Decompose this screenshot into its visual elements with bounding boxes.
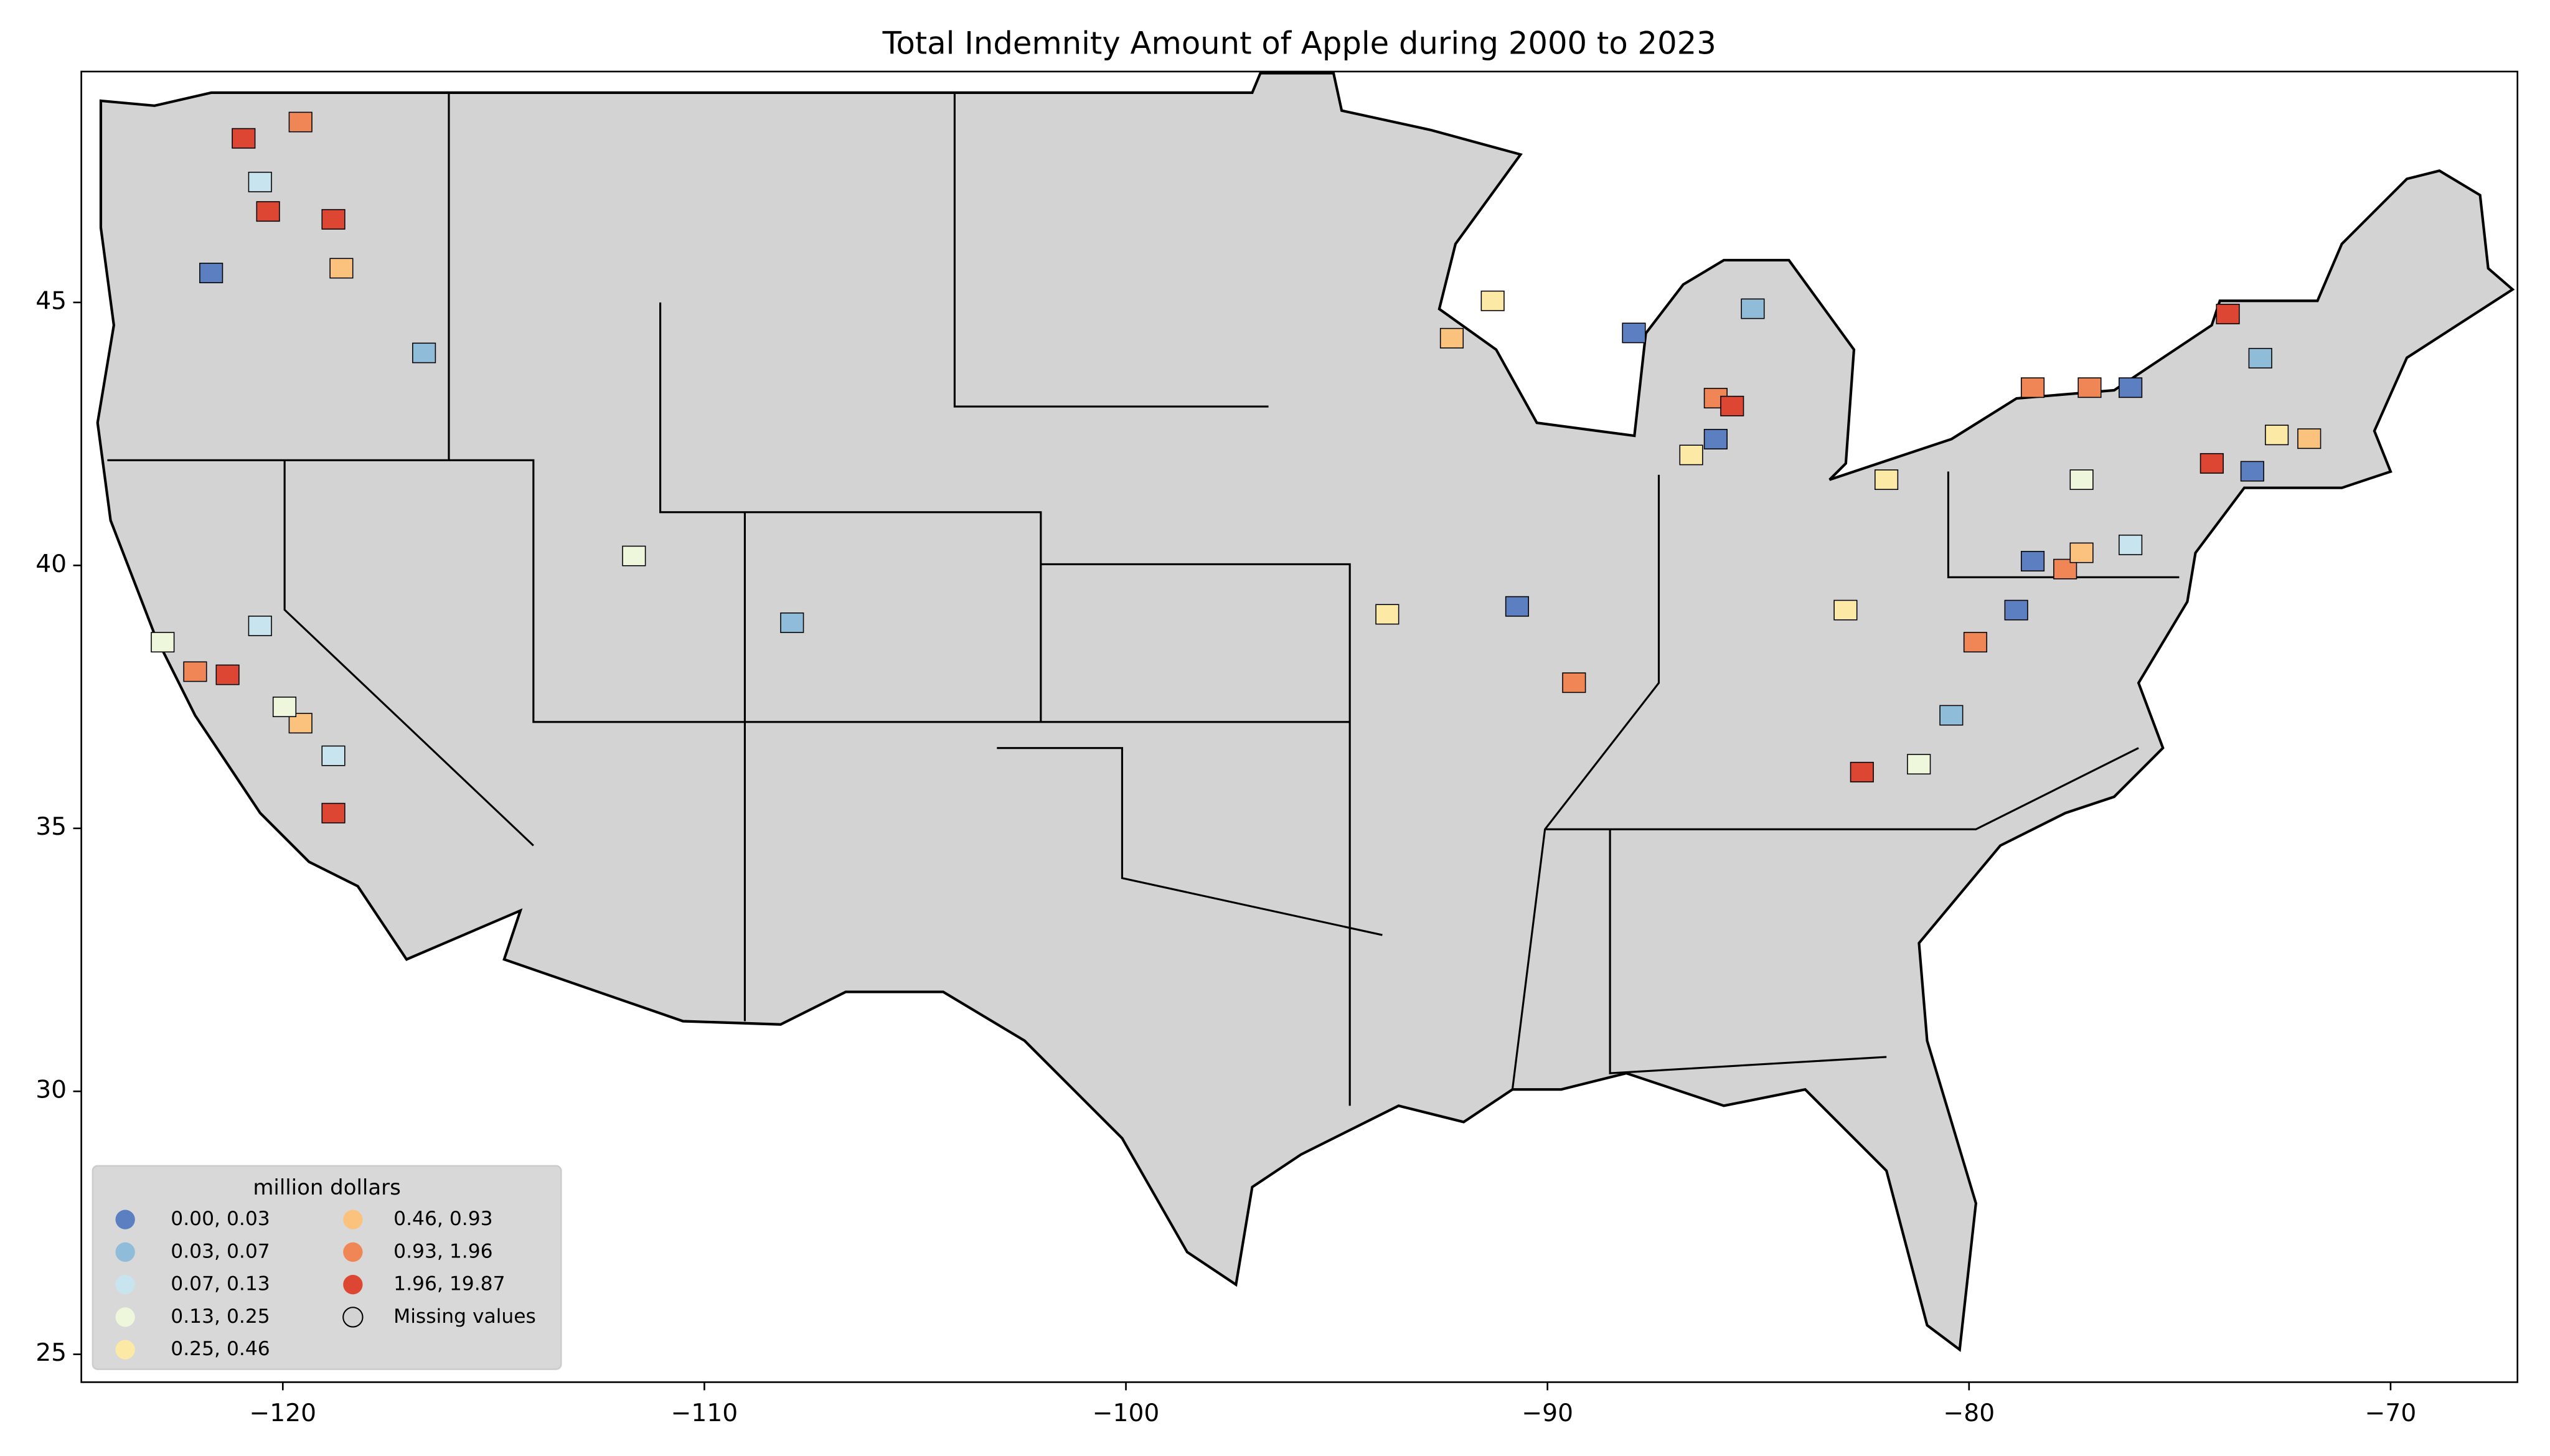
- legend-label: 1.96, 19.87: [393, 1273, 505, 1295]
- legend-label: 0.93, 1.96: [393, 1240, 492, 1262]
- x-tick-label: −110: [671, 1399, 738, 1427]
- x-tick-label: −80: [1943, 1399, 1995, 1427]
- axes: −120 −110 −100 −90 −80 −70 25 30 35 40 45: [35, 287, 2416, 1427]
- county: [1741, 298, 1765, 319]
- state-border: [1609, 829, 1887, 1074]
- county: [183, 661, 207, 682]
- county: [1833, 599, 1858, 621]
- county: [2199, 453, 2224, 474]
- legend: million dollars 0.00, 0.03 0.03, 0.07 0.07…: [92, 1165, 562, 1370]
- county: [1907, 754, 1931, 775]
- county: [1875, 469, 1899, 491]
- county: [1375, 604, 1400, 625]
- county: [1562, 672, 1586, 693]
- county: [199, 263, 223, 283]
- legend-label: 0.07, 0.13: [171, 1273, 270, 1295]
- county: [780, 612, 804, 633]
- y-tick-label: 25: [35, 1339, 67, 1367]
- county: [1480, 290, 1505, 311]
- legend-label: Missing values: [393, 1305, 536, 1328]
- state-borders: [107, 92, 2180, 1106]
- y-tick-label: 30: [35, 1076, 67, 1104]
- county: [2119, 377, 2143, 398]
- county: [2020, 377, 2045, 398]
- legend-label: 0.13, 0.25: [171, 1305, 270, 1328]
- county: [2004, 599, 2028, 621]
- county: [412, 342, 436, 364]
- legend-label: 0.00, 0.03: [171, 1208, 270, 1230]
- legend-label: 0.25, 0.46: [171, 1338, 270, 1360]
- county: [321, 745, 346, 766]
- county: [2077, 377, 2102, 398]
- county: [622, 545, 646, 566]
- legend-marker: [115, 1340, 135, 1360]
- county: [248, 171, 272, 192]
- map: [96, 72, 2515, 1353]
- legend-marker: [115, 1242, 135, 1262]
- state-border: [997, 747, 1383, 936]
- legend-marker: [343, 1209, 363, 1229]
- legend-label: 0.46, 0.93: [393, 1208, 492, 1230]
- legend-marker: [115, 1209, 135, 1229]
- county: [321, 802, 346, 824]
- legend-label: 0.03, 0.07: [171, 1240, 270, 1262]
- y-tick-label: 35: [35, 813, 67, 841]
- county: [2069, 469, 2094, 491]
- county: [2020, 551, 2045, 571]
- county: [329, 258, 354, 279]
- legend-marker: [343, 1242, 363, 1262]
- state-border: [953, 92, 1269, 408]
- axes-frame: [80, 70, 2519, 1383]
- legend-marker: [115, 1274, 135, 1295]
- county: [232, 128, 256, 149]
- county: [1720, 395, 1744, 416]
- county: [321, 209, 346, 230]
- x-tick-label: −70: [2365, 1399, 2417, 1427]
- x-tick-label: −100: [1093, 1399, 1160, 1427]
- county: [1703, 429, 1728, 449]
- legend-marker: [342, 1307, 364, 1328]
- county: [1505, 596, 1529, 617]
- state-border: [1040, 563, 1351, 1106]
- county: [2240, 461, 2264, 482]
- regions: [151, 111, 2322, 824]
- state-border: [659, 302, 1042, 722]
- county: [2265, 425, 2289, 446]
- county: [215, 664, 240, 685]
- legend-box: [92, 1165, 562, 1370]
- county: [2069, 542, 2094, 563]
- x-tick-label: −120: [249, 1399, 316, 1427]
- legend-marker: [343, 1274, 363, 1295]
- x-tick-label: −90: [1522, 1399, 1573, 1427]
- county: [256, 201, 280, 222]
- county: [288, 111, 313, 133]
- us-outline: [96, 72, 2515, 1353]
- y-tick-label: 40: [35, 550, 67, 578]
- state-border: [1947, 471, 2180, 578]
- county: [272, 697, 297, 718]
- county: [1850, 761, 1874, 782]
- county: [1939, 705, 1964, 726]
- legend-marker: [115, 1307, 135, 1327]
- county: [151, 632, 175, 653]
- chart-title: Total Indemnity Amount of Apple during 2…: [882, 26, 1716, 62]
- county: [1439, 327, 1464, 349]
- county: [2248, 347, 2272, 369]
- county: [1679, 444, 1703, 466]
- state-border: [1511, 474, 1660, 1090]
- state-border: [283, 460, 534, 847]
- y-tick-label: 45: [35, 287, 67, 315]
- legend-title: million dollars: [253, 1175, 400, 1200]
- county: [248, 615, 272, 636]
- county: [2297, 428, 2322, 449]
- county: [1963, 632, 1988, 653]
- county: [2216, 303, 2240, 324]
- county: [2119, 534, 2143, 555]
- state-border: [107, 459, 1350, 723]
- state-border: [1545, 747, 2139, 830]
- county: [1622, 322, 1646, 344]
